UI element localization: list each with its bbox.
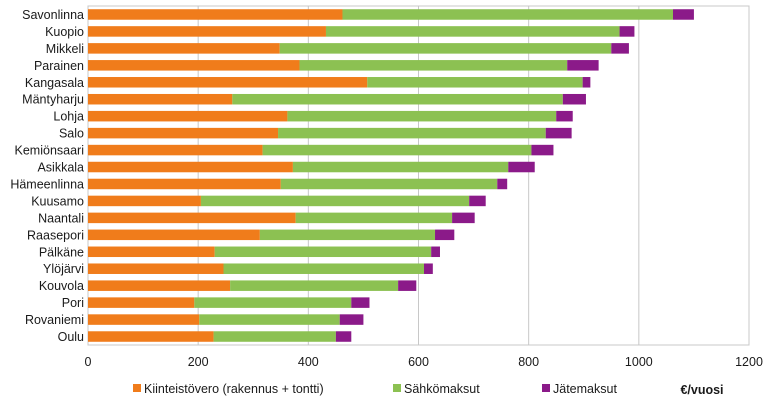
bar-segment — [213, 331, 336, 342]
bar-segment — [545, 127, 572, 139]
bar-segment — [452, 212, 475, 224]
bar-segment — [292, 161, 509, 173]
category-label: Parainen — [34, 59, 84, 73]
category-label: Raasepori — [27, 228, 84, 242]
category-label: Mikkeli — [46, 42, 84, 56]
category-label: Kemiönsaari — [15, 144, 84, 158]
bar-segment — [214, 246, 432, 258]
bar-segment — [88, 280, 231, 291]
bar-segment — [562, 93, 586, 105]
category-label: Lohja — [53, 110, 84, 124]
bar-segment — [88, 43, 280, 54]
bar-segment — [278, 127, 546, 139]
category-label: Salo — [59, 127, 84, 141]
legend-label: Sähkömaksut — [404, 382, 480, 396]
bar-segment — [279, 43, 612, 54]
bar-segment — [88, 110, 288, 122]
bar-segment — [88, 127, 279, 139]
bar-segment — [88, 195, 201, 207]
bar-segment — [295, 212, 453, 224]
x-tick-label: 400 — [298, 355, 319, 369]
category-label: Naantali — [38, 211, 84, 225]
bar-segment — [435, 229, 455, 241]
bar-segment — [424, 263, 433, 274]
bar-segment — [232, 93, 563, 105]
bar-segment — [469, 195, 486, 207]
x-tick-label: 800 — [518, 355, 539, 369]
bar-segment — [88, 263, 224, 274]
bar-segment — [88, 26, 326, 37]
bar-segment — [230, 280, 399, 291]
bar-segment — [88, 314, 200, 325]
bar-segment — [88, 144, 263, 156]
bar-segment — [88, 161, 293, 173]
bar-segment — [200, 195, 470, 207]
bar-segment — [259, 229, 436, 241]
x-tick-label: 200 — [188, 355, 209, 369]
category-label: Pori — [62, 296, 84, 310]
bar-segment — [335, 331, 352, 342]
bar-segment — [88, 229, 260, 241]
x-tick-label: 1200 — [735, 355, 763, 369]
legend-swatch — [133, 384, 141, 392]
bar-segment — [611, 43, 629, 54]
bar-segment — [325, 26, 620, 37]
bar-segment — [497, 178, 508, 190]
bar-segment — [351, 297, 370, 308]
bar-segment — [508, 161, 535, 173]
legend-label: Kiinteistövero (rakennus + tontti) — [144, 382, 324, 396]
category-label: Hämeenlinna — [10, 177, 84, 191]
x-tick-label: 600 — [408, 355, 429, 369]
bar-segment — [88, 77, 368, 88]
bar-segment — [398, 280, 417, 291]
legend-swatch — [393, 384, 401, 392]
bar-segment — [287, 110, 557, 122]
category-label: Pälkäne — [39, 245, 84, 259]
category-label: Rovaniemi — [25, 313, 84, 327]
category-label: Asikkala — [37, 161, 84, 175]
category-label: Kuopio — [45, 25, 84, 39]
bar-segment — [88, 331, 214, 342]
bar-segment — [567, 60, 599, 71]
x-tick-label: 0 — [85, 355, 92, 369]
bar-segment — [88, 9, 343, 20]
category-label: Savonlinna — [22, 8, 84, 22]
bar-segment — [367, 77, 583, 88]
bar-segment — [339, 314, 364, 325]
bar-segment — [556, 110, 573, 122]
category-label: Ylöjärvi — [43, 262, 84, 276]
bar-segment — [88, 246, 215, 258]
bar-segment — [88, 93, 233, 105]
bar-segment — [88, 212, 296, 224]
bar-segment — [199, 314, 340, 325]
x-tick-label: 1000 — [625, 355, 653, 369]
bar-segment — [262, 144, 532, 156]
bar-segment — [619, 26, 635, 37]
bar-segment — [194, 297, 352, 308]
category-label: Kouvola — [39, 279, 84, 293]
category-label: Kangasala — [25, 76, 84, 90]
bar-segment — [223, 263, 425, 274]
bar-segment — [280, 178, 498, 190]
legend-label: Jätemaksut — [553, 382, 617, 396]
category-label: Oulu — [58, 330, 84, 344]
bar-segment — [431, 246, 440, 258]
bar-segment — [582, 77, 591, 88]
x-axis-unit-label: €/vuosi — [680, 383, 723, 397]
category-label: Kuusamo — [31, 194, 84, 208]
bar-segment — [531, 144, 554, 156]
bar-segment — [342, 9, 673, 20]
bar-segment — [88, 178, 281, 190]
bar-segment — [88, 297, 195, 308]
bar-segment — [299, 60, 568, 71]
bar-segment — [88, 60, 300, 71]
bar-segment — [672, 9, 694, 20]
legend-swatch — [542, 384, 550, 392]
category-label: Mäntyharju — [22, 93, 84, 107]
